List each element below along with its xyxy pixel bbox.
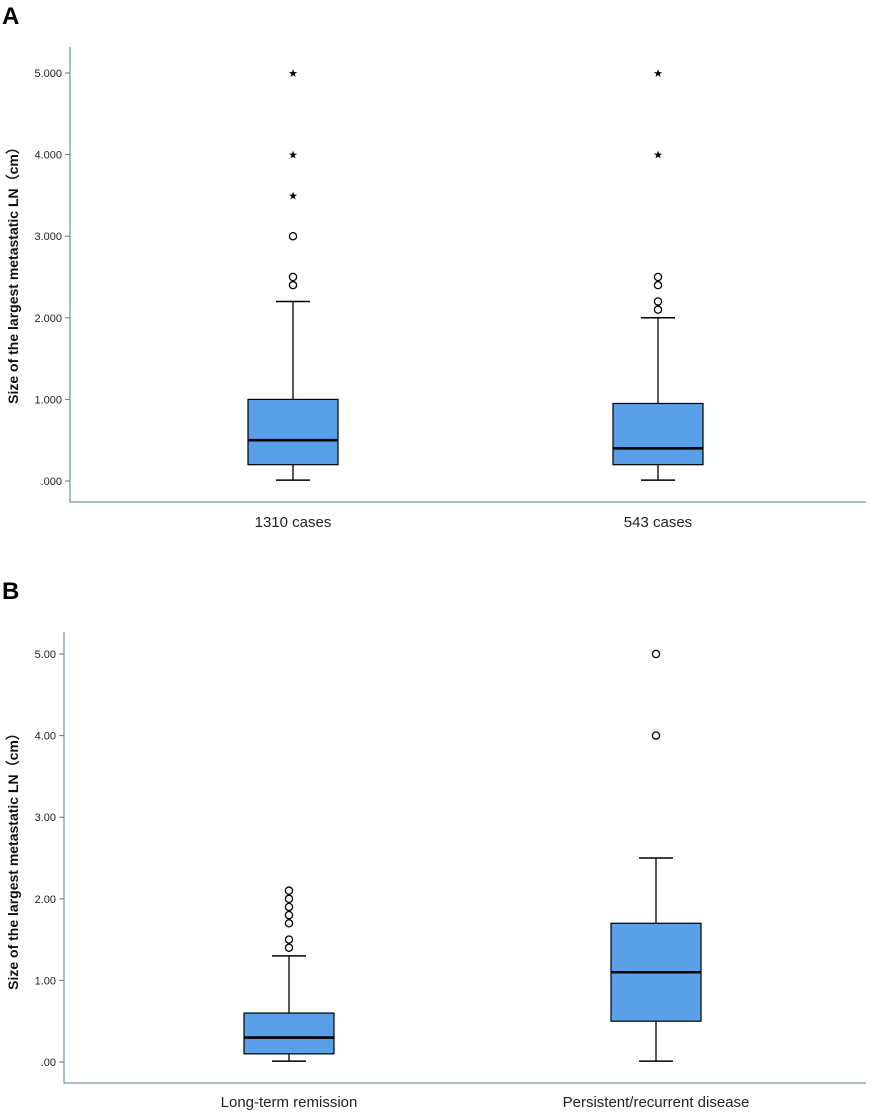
y-tick-label: 5.000 (34, 68, 62, 80)
box-series-2 (610, 649, 702, 1062)
outlier-point (653, 280, 663, 290)
y-tick-label: 4.00 (35, 731, 56, 743)
panel-a-label: A (2, 3, 19, 30)
outlier-point (653, 297, 663, 306)
extreme-point: ★ (288, 149, 298, 162)
outlier-point (284, 935, 294, 944)
outlier-point (288, 280, 298, 290)
y-tick-label: 3.000 (34, 231, 62, 243)
panel-b-categories: Long-term remission Persistent/recurrent … (221, 1094, 750, 1111)
iqr-box (612, 402, 704, 466)
panel-a-axes (69, 47, 866, 503)
panel-a: A Size of the largest metastatic LN（cm） … (2, 3, 866, 531)
panel-b-label: B (2, 578, 19, 605)
outlier-point (284, 910, 294, 920)
panel-b: B Size of the largest metastatic LN（cm） … (2, 578, 866, 1111)
y-tick-label: 3.00 (35, 812, 56, 824)
extreme-point: ★ (653, 67, 663, 80)
outlier-point (284, 886, 294, 895)
panel-b-y-axis-title: Size of the largest metastatic LN（cm） (5, 726, 21, 990)
outlier-point (651, 731, 661, 740)
extreme-point: ★ (288, 67, 298, 80)
outlier-point (284, 943, 294, 953)
iqr-box (243, 1012, 335, 1055)
outlier-point (288, 272, 298, 282)
box-series-1: ★ ★ ★ (247, 67, 339, 481)
panel-b-axes (63, 632, 866, 1084)
y-tick-label: .000 (41, 476, 62, 488)
box-series-2: ★★ (612, 67, 704, 481)
outlier-point (284, 894, 294, 904)
outlier-point (651, 649, 661, 659)
y-tick-label: .00 (41, 1057, 56, 1069)
outlier-point (653, 305, 663, 314)
box-series-1 (243, 886, 335, 1062)
outlier-point (284, 919, 294, 928)
extreme-point: ★ (288, 189, 298, 202)
category-label: 543 cases (624, 514, 692, 531)
outlier-point (288, 231, 298, 241)
panel-b-plot-area (243, 649, 702, 1062)
y-tick-label: 2.00 (35, 894, 56, 906)
outlier-point (284, 902, 294, 912)
category-label: Long-term remission (221, 1094, 358, 1111)
panel-a-y-ticks: .000 1.000 2.000 3.000 4.000 5.000 (34, 68, 70, 488)
y-tick-label: 2.000 (34, 313, 62, 325)
y-tick-label: 5.00 (35, 649, 56, 661)
category-label: Persistent/recurrent disease (563, 1094, 750, 1111)
panel-a-y-axis-title: Size of the largest metastatic LN（cm） (5, 140, 21, 404)
panel-b-y-ticks: .00 1.00 2.00 3.00 4.00 5.00 (35, 649, 64, 1069)
category-label: 1310 cases (255, 514, 332, 531)
outlier-point (653, 272, 663, 282)
y-tick-label: 1.00 (35, 975, 56, 987)
y-tick-label: 4.000 (34, 150, 62, 162)
panel-a-categories: 1310 cases 543 cases (255, 514, 693, 531)
extreme-point: ★ (653, 149, 663, 162)
iqr-box (247, 398, 339, 466)
panel-a-plot-area: ★★★★★ (247, 67, 704, 481)
y-tick-label: 1.000 (34, 394, 62, 406)
